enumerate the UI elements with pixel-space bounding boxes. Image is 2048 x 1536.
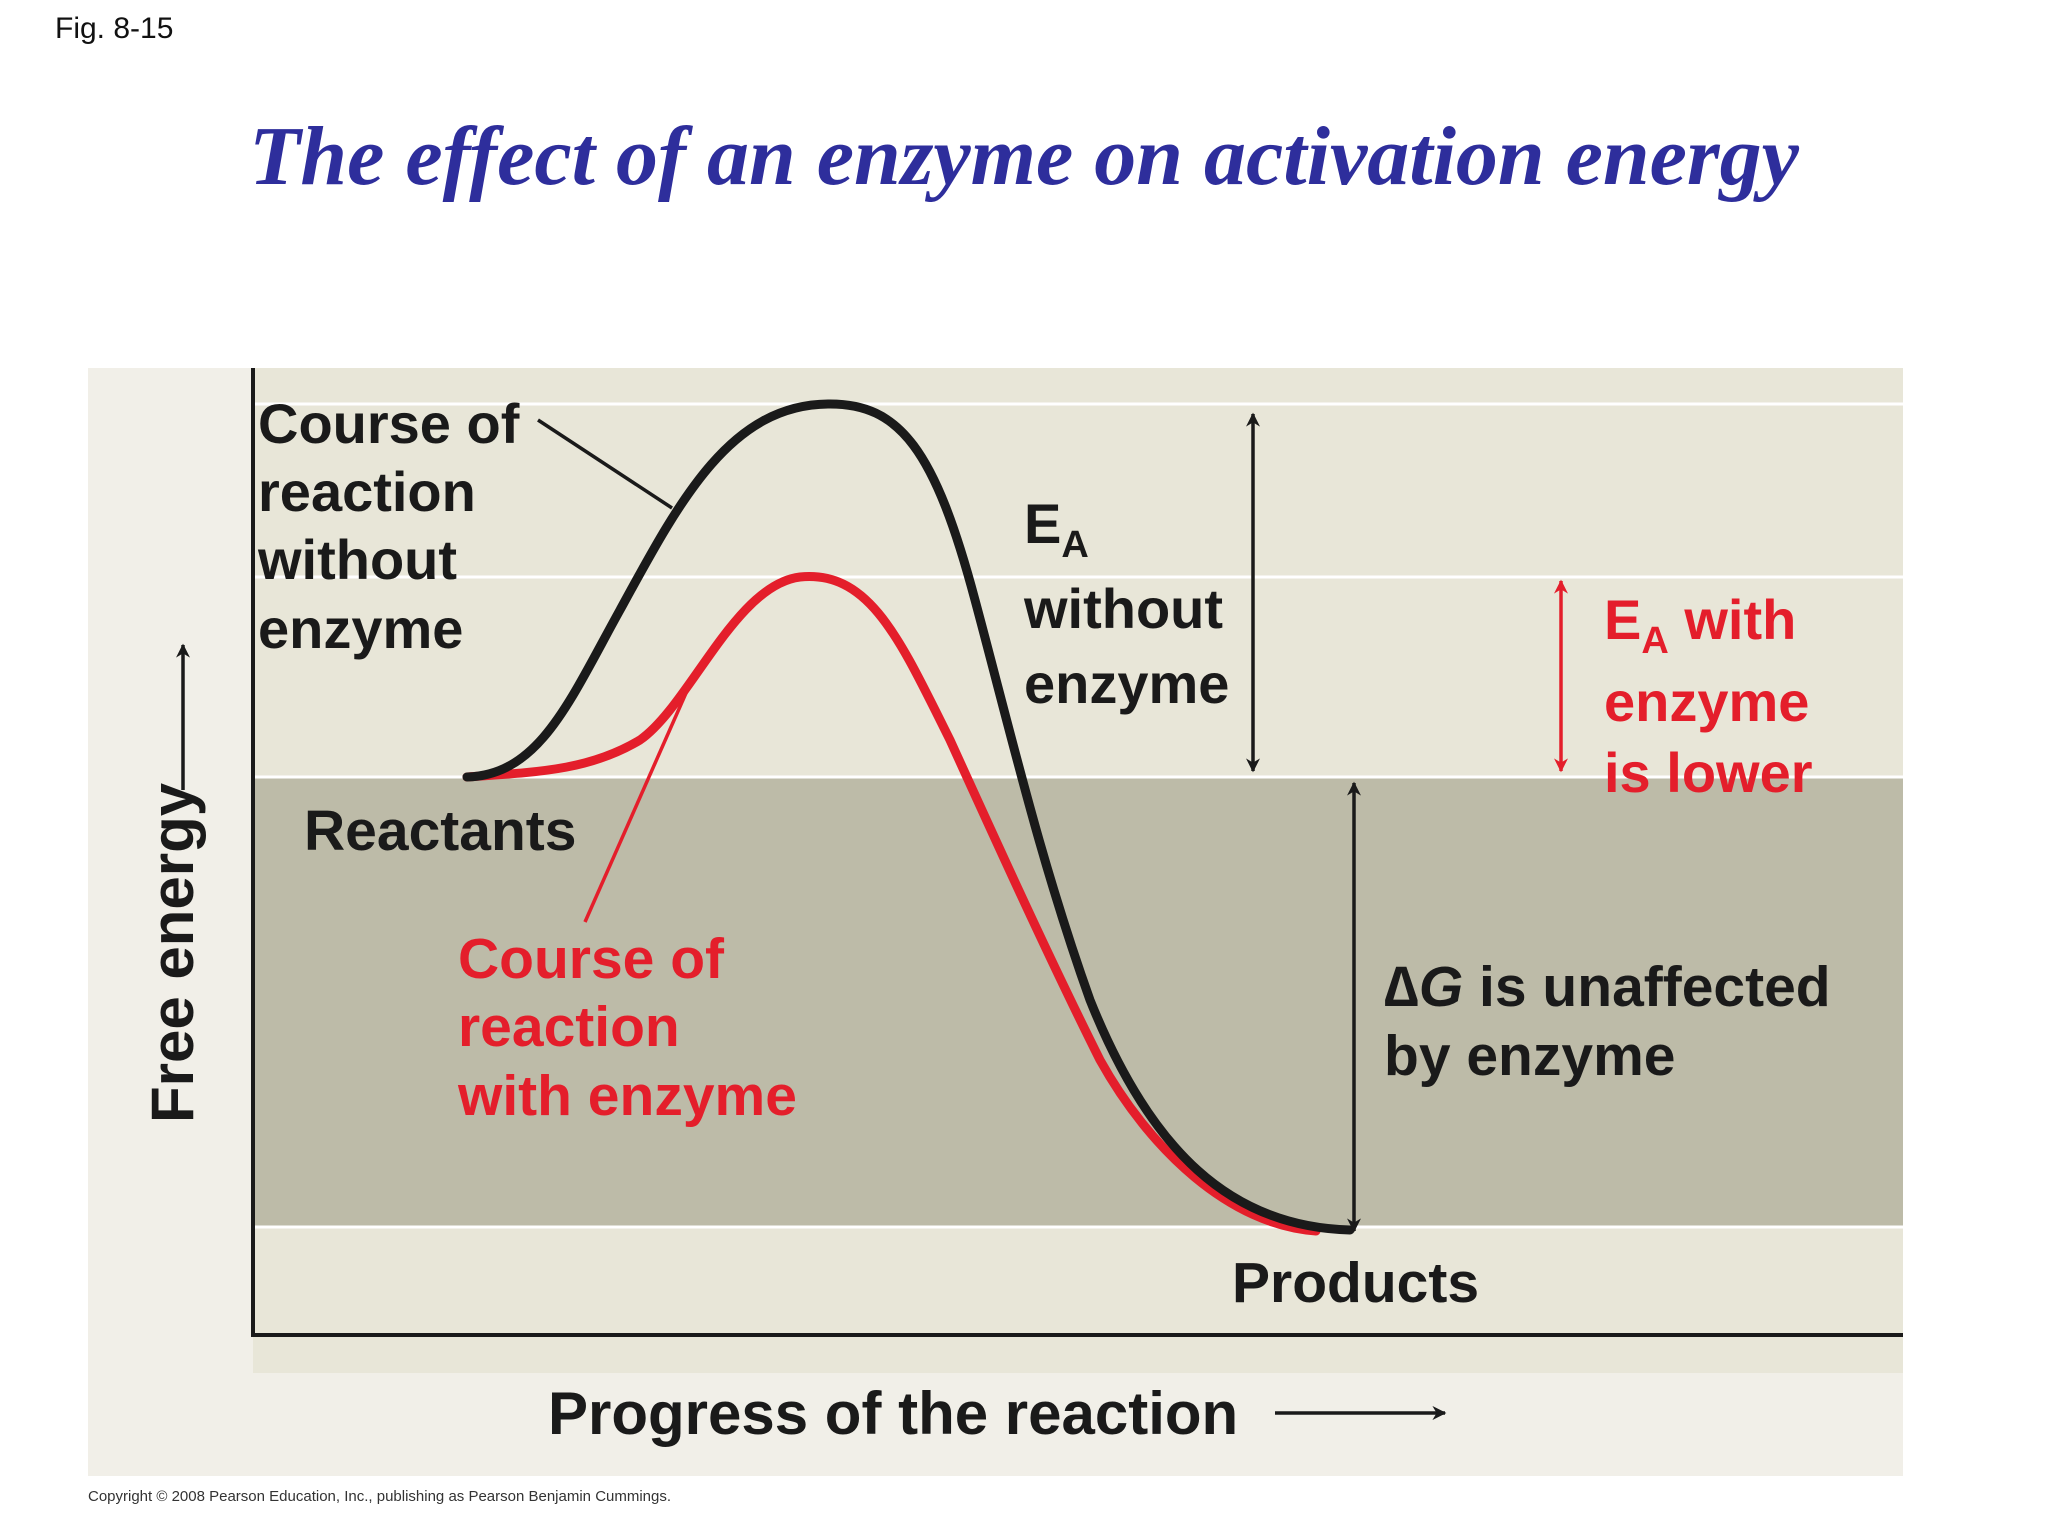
x-axis-label: Progress of the reaction [548, 1380, 1238, 1447]
label-ea-with: EA with [1604, 588, 1796, 662]
curve-without-enzyme [462, 399, 1355, 1235]
label-without-enzyme: Course of reaction without enzyme [257, 392, 535, 660]
slide-title: The effect of an enzyme on activation en… [249, 110, 1799, 203]
label-ea-without: EA [1024, 492, 1089, 566]
label-ea-without-lines: without enzyme [1023, 577, 1239, 715]
label-reactants: Reactants [304, 799, 576, 863]
y-axis-label: Free energy [139, 782, 206, 1123]
label-delta-g: ∆G is unaffected [1384, 955, 1831, 1019]
label-delta-g-line2: by enzyme [1384, 1024, 1675, 1088]
copyright-notice: Copyright © 2008 Pearson Education, Inc.… [88, 1488, 672, 1505]
label-products: Products [1232, 1251, 1479, 1315]
panel-dark-band [253, 777, 1903, 1227]
label-ea-with-lines: enzyme is lower [1604, 670, 1825, 804]
figure-label: Fig. 8-15 [55, 12, 174, 45]
leader-line-with-enzyme [583, 683, 692, 923]
curve-with-enzyme [462, 572, 1321, 1236]
label-with-enzyme: Course of reaction with enzyme [457, 927, 797, 1128]
leader-line-without-enzyme [537, 418, 673, 510]
